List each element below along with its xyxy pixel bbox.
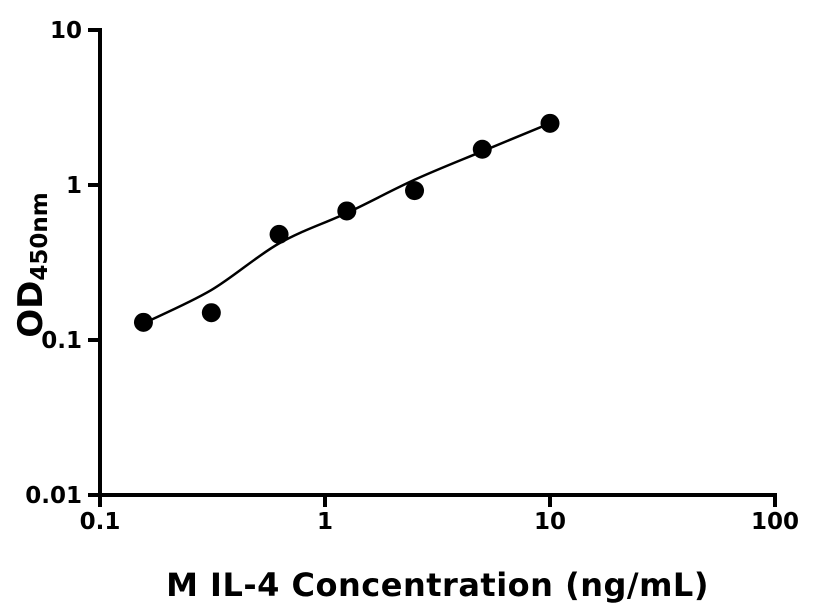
x-axis-tick-label: 0.1 [80,509,121,535]
data-point [201,303,221,323]
y-axis-tick-label: 1 [66,173,82,199]
y-axis-tick-label: 10 [50,18,82,44]
x-axis-tick-label: 10 [534,509,566,535]
axes-spines [98,28,777,497]
x-axis-tick-label: 1 [317,509,333,535]
y-axis-title-main: OD [11,280,51,338]
data-point [540,113,560,133]
y-axis-title: OD450nm [11,192,53,338]
y-axis-title-subscript: 450nm [27,192,53,281]
y-axis-tick-label: 0.1 [41,328,82,354]
data-point [405,181,425,201]
x-axis-title-text: M IL-4 Concentration (ng/mL) [166,566,709,604]
data-point [133,312,153,332]
y-axis-tick-label: 0.01 [25,483,82,509]
data-point [472,139,492,159]
x-axis-title: M IL-4 Concentration (ng/mL) [100,566,775,604]
data-point [269,224,289,244]
data-point [337,201,357,221]
x-axis-tick-label: 100 [751,509,799,535]
